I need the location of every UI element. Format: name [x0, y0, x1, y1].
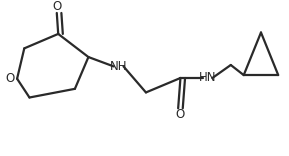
- Text: NH: NH: [110, 60, 127, 73]
- Text: O: O: [175, 108, 184, 121]
- Text: O: O: [5, 72, 14, 85]
- Text: HN: HN: [199, 71, 216, 85]
- Text: O: O: [52, 0, 61, 13]
